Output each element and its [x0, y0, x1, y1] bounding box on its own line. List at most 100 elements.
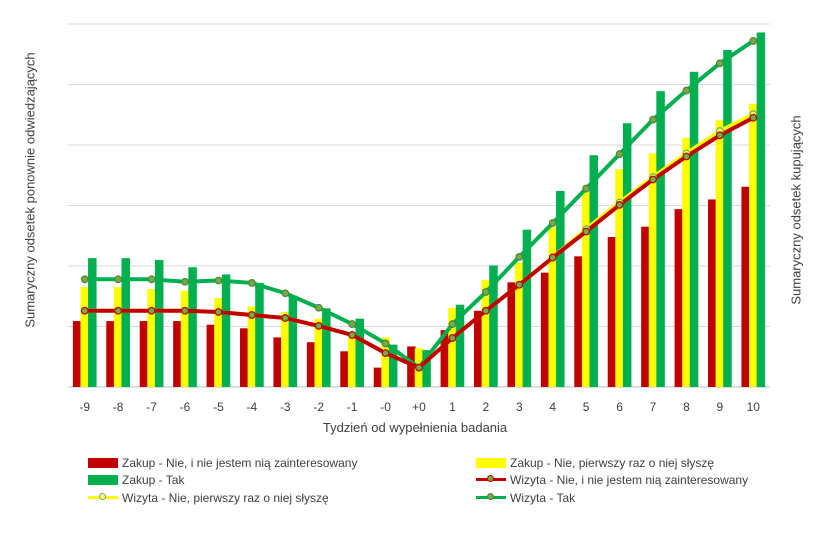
bar	[615, 169, 624, 387]
x-tick-label: 9	[717, 400, 724, 414]
legend-label: Wizyta - Tak	[510, 491, 576, 505]
bar	[481, 279, 491, 387]
x-tick-label: 2	[483, 400, 490, 414]
bar	[388, 344, 398, 387]
bar	[689, 71, 699, 388]
data-point	[682, 152, 691, 161]
bar	[322, 308, 331, 387]
bar	[206, 324, 216, 387]
data-point	[749, 37, 758, 45]
legend-label: Wizyta - Nie, pierwszy raz o niej słyszę	[122, 491, 329, 505]
bar	[180, 290, 190, 387]
legend-line-swatch-yellow	[88, 493, 118, 500]
bar	[515, 262, 524, 387]
x-tick-label: -6	[180, 400, 191, 414]
bar	[221, 274, 231, 387]
data-point	[381, 339, 390, 348]
x-tick-label: 5	[583, 400, 590, 414]
data-point	[247, 311, 256, 319]
data-point	[749, 113, 758, 122]
data-point	[348, 320, 357, 328]
bar	[273, 337, 282, 387]
data-point	[80, 275, 89, 284]
y-axis-left-label: Sumaryczny odsetek ponownie odwiedzający…	[22, 52, 38, 328]
bar	[139, 321, 149, 387]
data-point	[247, 279, 256, 287]
x-tick-label: -1	[347, 400, 358, 414]
data-point	[582, 184, 591, 193]
x-tick-label: -0	[380, 400, 391, 414]
x-tick-label: 10	[747, 400, 761, 414]
data-point	[615, 150, 624, 158]
bar	[607, 236, 617, 387]
bar	[741, 186, 750, 387]
legend-line-swatch-dark-red	[476, 475, 506, 482]
data-point	[481, 306, 490, 315]
legend-marker	[487, 493, 494, 500]
x-axis-label: Tydzień od wypełnienia badania	[322, 420, 508, 435]
bar	[188, 267, 197, 387]
bar	[723, 50, 732, 387]
bar	[214, 298, 223, 387]
legend-marker	[99, 493, 106, 500]
bar	[281, 311, 290, 387]
data-point	[715, 131, 724, 140]
x-tick-label: -8	[113, 400, 124, 414]
bar	[648, 153, 658, 387]
bar	[440, 330, 450, 387]
bar	[121, 258, 130, 387]
x-axis-tick-labels: -9 -8 -7 -6 -5 -4 -3 -2 -1 -0 +0 1 2 3 4 5 6 7 8 9 10	[79, 400, 760, 414]
bar	[355, 318, 364, 387]
x-tick-label: -2	[313, 400, 324, 414]
bar	[581, 192, 591, 387]
x-tick-label: -9	[79, 400, 90, 414]
data-point	[649, 115, 657, 124]
x-tick-label: 4	[549, 400, 556, 414]
bar	[756, 32, 766, 387]
data-point	[80, 306, 89, 315]
bar	[422, 350, 431, 387]
legend-line-swatch-green	[476, 493, 506, 500]
bar	[622, 123, 632, 387]
bar	[715, 120, 725, 387]
x-tick-label: -3	[280, 400, 291, 414]
bar	[347, 333, 357, 387]
data-point	[181, 277, 189, 286]
legend-label: Zakup - Nie, pierwszy raz o niej słyszę	[510, 456, 715, 470]
bar	[589, 155, 598, 387]
data-point	[649, 175, 657, 184]
bar	[106, 321, 115, 387]
bar	[381, 337, 390, 387]
data-point	[582, 227, 591, 236]
legend-label: Zakup - Nie, i nie jestem nią zaintereso…	[122, 456, 358, 470]
data-point	[281, 289, 290, 298]
data-point	[682, 86, 691, 95]
line-series	[80, 37, 758, 372]
bar	[708, 199, 717, 387]
data-point	[114, 306, 123, 315]
data-point	[381, 349, 390, 358]
data-point	[147, 306, 156, 315]
bar	[556, 190, 565, 387]
bar	[240, 328, 249, 387]
bar	[574, 256, 583, 387]
data-point	[515, 253, 524, 261]
bar	[548, 227, 557, 387]
legend-marker	[487, 475, 494, 482]
data-point	[548, 253, 557, 262]
data-point	[448, 320, 457, 328]
data-point	[281, 314, 290, 322]
data-point	[314, 303, 323, 312]
legend-label: Wizyta - Nie, i nie jestem nią zainteres…	[510, 473, 749, 487]
x-tick-label: -7	[146, 400, 157, 414]
bar	[656, 91, 665, 387]
bar-series	[72, 32, 766, 388]
legend-swatch-green	[88, 475, 118, 485]
bar	[448, 307, 457, 387]
bar	[455, 304, 465, 387]
data-point	[214, 276, 223, 285]
x-tick-label: -4	[247, 400, 258, 414]
data-point	[715, 59, 724, 68]
x-tick-label: 3	[516, 400, 523, 414]
